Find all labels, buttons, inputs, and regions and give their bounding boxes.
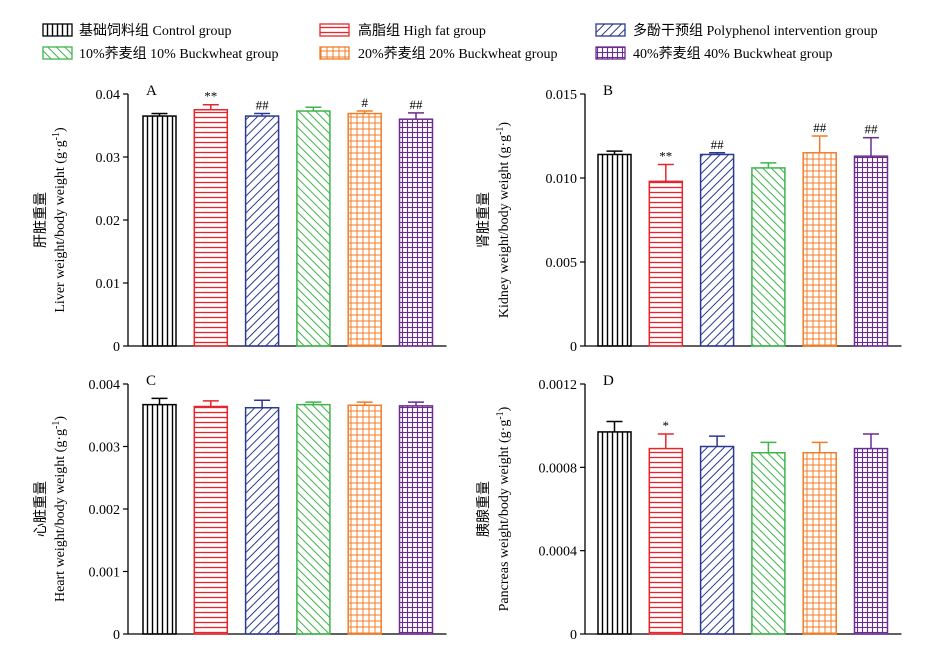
significance-b-high-fat: **	[659, 149, 672, 164]
significance-a-buckwheat-20: #	[361, 95, 368, 110]
bar-b-buckwheat-40	[853, 155, 889, 347]
y-tick-label: 0	[570, 628, 577, 643]
y-axis-title-en: Kidney weight/body weight (g·g-1)	[495, 122, 512, 318]
bar-d-buckwheat-10	[751, 452, 786, 635]
legend: 基础饲料组 Control group 高脂组 High fat group 多…	[42, 22, 878, 62]
bar-a-buckwheat-40	[398, 118, 434, 347]
y-tick-label: 0.002	[89, 503, 121, 518]
significance-b-buckwheat-20: ##	[813, 120, 827, 135]
y-axis-title-cn: 心脏重量	[33, 481, 49, 537]
y-tick-label: 0.03	[96, 151, 121, 166]
bar-a-high-fat	[193, 109, 229, 347]
y-axis-title-en: Liver weight/body weight (g·g-1)	[51, 127, 68, 313]
y-axis-title-en: Pancreas weight/body weight (g·g-1)	[495, 406, 512, 611]
y-axis-title-en: Heart weight/body weight (g·g-1)	[51, 416, 68, 602]
bar-a-control	[142, 115, 177, 347]
y-tick-label: 0.01	[96, 277, 121, 292]
legend-label-control: 基础饲料组 Control group	[79, 22, 231, 39]
legend-label-buckwheat-10: 10%荞麦组 10% Buckwheat group	[79, 46, 278, 62]
y-tick-label: 0.02	[96, 214, 121, 229]
legend-item-high-fat: 高脂组 High fat group	[319, 22, 486, 39]
y-tick-label: 0.003	[89, 441, 121, 456]
y-tick-label: 0.04	[96, 88, 121, 103]
bar-a-buckwheat-20	[347, 112, 382, 347]
y-tick-label: 0	[570, 340, 577, 355]
legend-label-polyphenol: 多酚干预组 Polyphenol intervention group	[633, 22, 878, 39]
bar-d-high-fat	[648, 447, 684, 635]
significance-a-polyphenol: ##	[256, 98, 270, 113]
y-tick-label: 0.005	[546, 256, 578, 271]
legend-swatch-buckwheat-20	[319, 46, 350, 60]
y-tick-label: 0.015	[546, 88, 578, 103]
legend-item-polyphenol: 多酚干预组 Polyphenol intervention group	[595, 22, 878, 39]
bar-c-control	[142, 403, 177, 635]
y-axis-title-cn: 胰腺重量	[476, 481, 492, 537]
y-axis-title-cn: 肾脏重量	[476, 192, 492, 248]
y-tick-label: 0	[113, 628, 120, 643]
y-tick-label: 0.001	[89, 566, 121, 581]
panel-d-pancreas: 0 0.0004 0.0008 0.0012 D 胰腺重量 Pancreas weight/…	[476, 373, 902, 643]
panel-c-heart: 0 0.001 0.002 0.003 0.004 C 心脏重量 Heart weight/b…	[33, 373, 447, 643]
bar-b-polyphenol	[699, 153, 735, 347]
panel-label: C	[146, 373, 156, 389]
legend-swatch-control	[42, 23, 73, 37]
significance-a-high-fat: **	[204, 89, 217, 104]
legend-label-buckwheat-40: 40%荞麦组 40% Buckwheat group	[633, 46, 832, 62]
significance-d-high-fat: *	[663, 418, 670, 433]
bar-d-buckwheat-40	[853, 447, 889, 635]
y-tick-label: 0.004	[89, 378, 121, 393]
significance-a-buckwheat-40: ##	[410, 97, 424, 112]
legend-swatch-high-fat	[319, 23, 350, 37]
legend-item-buckwheat-20: 20%荞麦组 20% Buckwheat group	[319, 46, 557, 62]
bar-d-polyphenol	[699, 445, 735, 635]
panel-label: A	[146, 83, 157, 99]
bar-d-control	[597, 431, 632, 635]
y-tick-label: 0	[113, 340, 120, 355]
bar-c-buckwheat-20	[347, 404, 382, 635]
bar-c-high-fat	[193, 405, 229, 635]
panel-a-liver: 0 0.01 0.02 0.03 0.04 A 肝脏重量 Liver weight/body …	[33, 83, 447, 355]
bar-d-buckwheat-20	[802, 452, 837, 635]
y-axis-title-cn: 肝脏重量	[33, 192, 49, 248]
significance-b-polyphenol: ##	[711, 137, 725, 152]
significance-b-buckwheat-40: ##	[865, 122, 879, 137]
legend-swatch-polyphenol	[595, 23, 626, 37]
bar-a-buckwheat-10	[296, 110, 331, 347]
legend-item-control: 基础饲料组 Control group	[42, 22, 231, 39]
legend-swatch-buckwheat-40	[595, 46, 626, 60]
y-tick-label: 0.0004	[539, 545, 578, 560]
bar-b-control	[597, 153, 632, 347]
y-tick-label: 0.0008	[539, 461, 578, 476]
legend-item-buckwheat-40: 40%荞麦组 40% Buckwheat group	[595, 46, 832, 62]
bar-b-high-fat	[648, 180, 684, 347]
bar-c-polyphenol	[244, 407, 280, 635]
y-tick-label: 0.010	[546, 172, 578, 187]
y-tick-label: 0.0012	[539, 378, 578, 393]
panel-b-kidney: 0 0.005 0.010 0.015 B 肾脏重量 Kidney weight/body …	[476, 83, 902, 355]
panel-label: B	[603, 83, 613, 99]
panel-label: D	[603, 373, 614, 389]
bar-a-polyphenol	[244, 115, 280, 347]
legend-item-buckwheat-10: 10%荞麦组 10% Buckwheat group	[42, 46, 278, 62]
bar-c-buckwheat-40	[398, 405, 434, 635]
bar-b-buckwheat-10	[751, 167, 786, 347]
legend-label-high-fat: 高脂组 High fat group	[358, 22, 486, 39]
legend-label-buckwheat-20: 20%荞麦组 20% Buckwheat group	[358, 46, 557, 62]
bar-c-buckwheat-10	[296, 403, 331, 635]
legend-swatch-buckwheat-10	[42, 46, 73, 60]
bar-b-buckwheat-20	[802, 152, 837, 347]
